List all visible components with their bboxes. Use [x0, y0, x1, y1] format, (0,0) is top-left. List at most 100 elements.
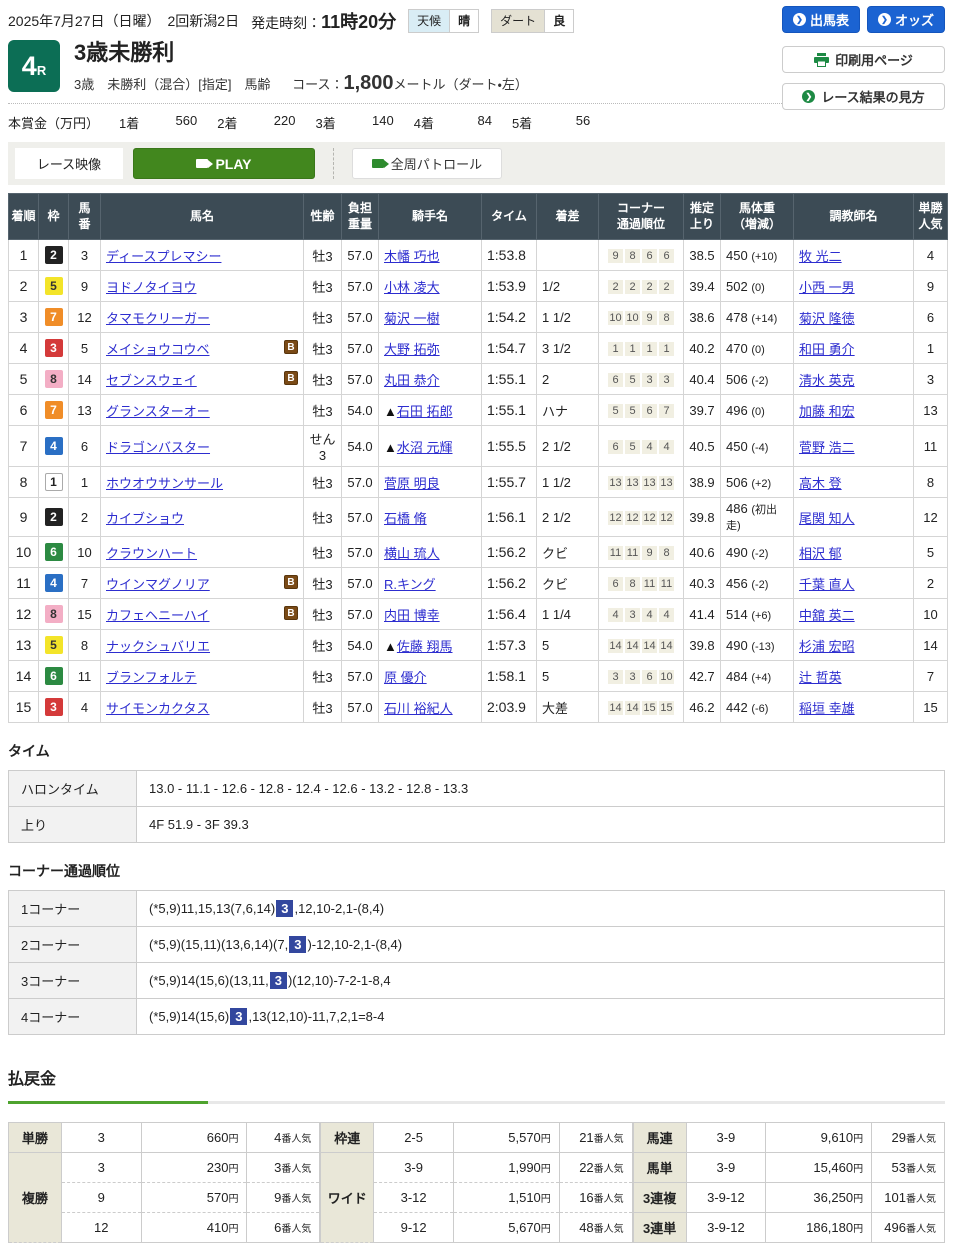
arrow-circle-icon: ❯ [877, 13, 891, 26]
horse-name-cell: クラウンハート [100, 536, 304, 569]
win-favorite-rank: 3 [913, 363, 948, 396]
trainer-link[interactable]: 和田 勇介 [799, 341, 855, 357]
prize-place: 3着 [315, 116, 336, 132]
horse-name-link[interactable]: ブランフォルテ [106, 669, 197, 685]
trainer-cell: 菅野 浩二 [793, 425, 914, 468]
corner-2-row: 2コーナー (*5,9)(15,11)(13,6,14)(7, 3)-12,10-… [8, 926, 945, 964]
corner-1-position: 14 [608, 701, 623, 716]
horse-name-link[interactable]: カイブショウ [106, 510, 185, 526]
jockey-link[interactable]: 大野 拓弥 [384, 341, 440, 357]
jockey-link[interactable]: 丸田 恭介 [384, 372, 440, 388]
patrol-video-button[interactable]: 全周パトロール [352, 148, 502, 180]
trainer-link[interactable]: 尾関 知人 [799, 510, 855, 526]
bet-type-label: 馬単 [632, 1152, 687, 1184]
horse-name-link[interactable]: セブンスウェイ [106, 372, 197, 388]
odds-button[interactable]: ❯ オッズ [867, 6, 945, 33]
frame-cell: 7 [38, 301, 69, 334]
finish-position: 9 [8, 497, 39, 538]
weight-carried: 57.0 [341, 270, 379, 303]
result-row: 6 7 13 グランスターオー 牡3 54.0 ▲石田 拓郎 1:55.1 ハナ… [8, 394, 948, 427]
race-title-block: 3歳未勝利 3歳 未勝利（混合）[指定] 馬齢 コース：1,800メートル（ダー… [74, 40, 528, 95]
prize-amount: 140 [372, 113, 394, 129]
trainer-link[interactable]: 菊沢 隆徳 [799, 310, 855, 326]
corner-order-cell: 3 3 6 10 [598, 660, 684, 693]
bet-popularity: 22番人気 [558, 1152, 633, 1184]
jockey-link[interactable]: 佐藤 翔馬 [396, 638, 453, 654]
trainer-link[interactable]: 高木 登 [799, 475, 842, 491]
print-page-label: 印刷用ページ [835, 53, 913, 68]
horse-name-link[interactable]: ウインマグノリア [106, 576, 210, 592]
horse-name-cell: B カフェヘニーハイ [100, 598, 304, 631]
jockey-link[interactable]: 内田 博幸 [384, 607, 440, 623]
jockey-link[interactable]: 石橋 脩 [384, 510, 427, 526]
jockey-link[interactable]: R.キング [384, 576, 436, 592]
blinker-badge: B [284, 339, 298, 354]
finish-position: 7 [8, 425, 39, 468]
horse-name-cell: タマモクリーガー [100, 301, 304, 334]
horse-name-link[interactable]: ホウオウサンサール [106, 475, 224, 491]
horse-name-link[interactable]: クラウンハート [106, 545, 198, 561]
horse-name-link[interactable]: ドラゴンバスター [106, 439, 211, 455]
horse-weight: 506 [726, 474, 748, 490]
payout-row-fukusho-1: 複勝 3 230円 3番人気 [8, 1152, 321, 1244]
frame-cell: 3 [38, 691, 69, 724]
bet-popularity: 101番人気 [871, 1182, 945, 1214]
jockey-cell: 原 優介 [378, 660, 482, 693]
sex-age: 牡3 [303, 394, 342, 427]
track-label: ダート [492, 10, 545, 32]
trainer-link[interactable]: 杉浦 宏昭 [799, 638, 855, 654]
frame-cell: 3 [38, 332, 69, 365]
trainer-link[interactable]: 清水 英克 [799, 372, 855, 388]
track-condition-badge: ダート 良 [491, 9, 575, 33]
entry-table-button[interactable]: ❯ 出馬表 [782, 6, 860, 33]
trainer-link[interactable]: 相沢 郁 [799, 545, 842, 561]
trainer-link[interactable]: 稲垣 幸雄 [799, 700, 855, 716]
horse-weight-cell: 486 (初出走) [720, 497, 794, 538]
winner-number-highlight: 3 [230, 1008, 248, 1026]
jockey-link[interactable]: 木幡 巧也 [384, 248, 440, 264]
jockey-link[interactable]: 菅原 明良 [384, 475, 440, 491]
weight-carried: 54.0 [341, 629, 379, 662]
horse-name-link[interactable]: サイモンカクタス [106, 700, 210, 716]
jockey-link[interactable]: 水沼 元輝 [396, 439, 453, 455]
jockey-link[interactable]: 横山 琉人 [384, 545, 440, 561]
horse-name-cell: ドラゴンバスター [100, 425, 304, 468]
print-page-button[interactable]: 印刷用ページ [782, 46, 945, 73]
corner-3-position: 11 [642, 577, 657, 592]
trainer-link[interactable]: 辻 哲英 [799, 669, 842, 685]
result-row: 4 3 5 B メイショウコウベ 牡3 57.0 大野 拓弥 1:54.7 3 1… [8, 332, 948, 365]
trainer-link[interactable]: 牧 光二 [799, 248, 842, 264]
horse-name-link[interactable]: ヨドノタイヨウ [106, 279, 197, 295]
jockey-link[interactable]: 小林 凌大 [384, 279, 440, 295]
corner-2-position: 3 [625, 608, 640, 623]
trainer-link[interactable]: 小西 一男 [799, 279, 855, 295]
trainer-link[interactable]: 中舘 英二 [799, 607, 855, 623]
jockey-cell: 丸田 恭介 [378, 363, 482, 396]
horse-name-link[interactable]: カフェヘニーハイ [106, 607, 210, 623]
play-button[interactable]: PLAY [133, 148, 315, 180]
jockey-link[interactable]: 石川 裕紀人 [384, 700, 453, 716]
horse-name-cell: ブランフォルテ [100, 660, 304, 693]
horse-name-link[interactable]: グランスターオー [106, 403, 210, 419]
horse-weight-cell: 470 (0) [720, 332, 794, 365]
col-last-3f: 推定 上り [683, 193, 721, 241]
corner-2-position: 5 [625, 404, 640, 419]
sex-age: 牡3 [303, 629, 342, 662]
finish-position: 14 [8, 660, 39, 693]
jockey-link[interactable]: 原 優介 [384, 669, 427, 685]
result-guide-button[interactable]: ❯ レース結果の見方 [782, 83, 945, 110]
trainer-link[interactable]: 加藤 和宏 [799, 403, 855, 419]
bet-payout: 1,510円 [453, 1182, 560, 1214]
weight-carried: 57.0 [341, 536, 379, 569]
jockey-link[interactable]: 菊沢 一樹 [384, 310, 440, 326]
horse-name-link[interactable]: ディースプレマシー [106, 248, 222, 264]
horse-name-link[interactable]: タマモクリーガー [106, 310, 211, 326]
horse-name-link[interactable]: メイショウコウベ [106, 341, 210, 357]
closing-time-label: 上り [8, 806, 137, 844]
start-time-label: 発走時刻： [251, 15, 322, 31]
jockey-link[interactable]: 石田 拓郎 [396, 403, 453, 419]
trainer-link[interactable]: 菅野 浩二 [799, 439, 855, 455]
trainer-link[interactable]: 千葉 直人 [799, 576, 855, 592]
horse-name-link[interactable]: ナックシュバリエ [106, 638, 211, 654]
